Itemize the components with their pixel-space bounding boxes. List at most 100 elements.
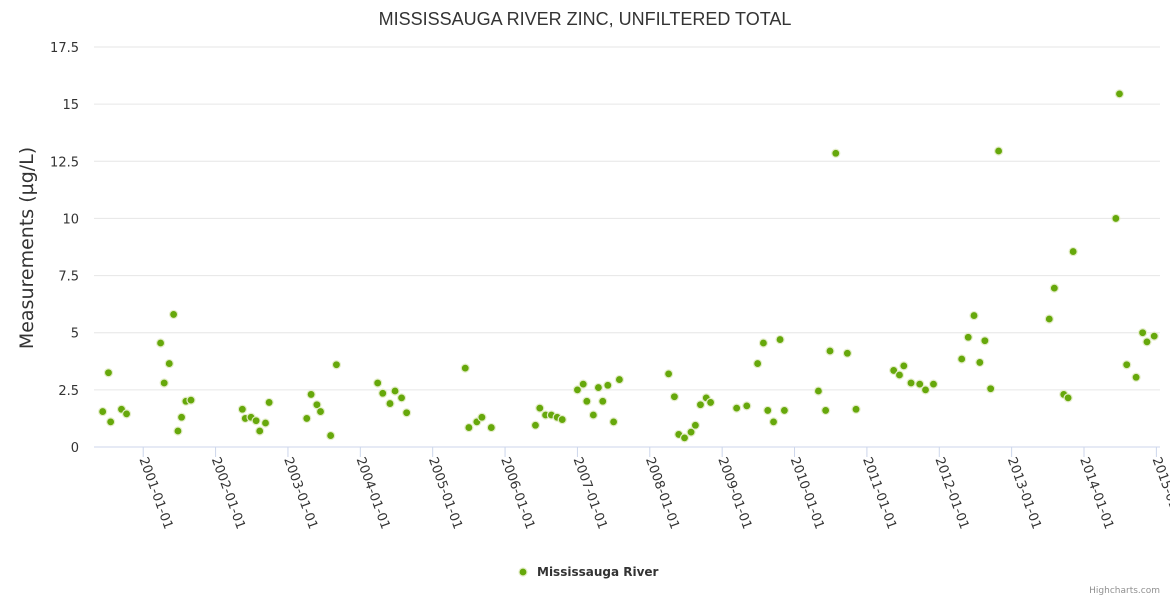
data-point[interactable] [255,426,265,436]
data-point[interactable] [486,422,496,433]
data-point[interactable] [986,384,996,394]
data-point[interactable] [402,408,412,418]
data-point[interactable] [915,379,925,389]
data-point[interactable] [825,346,835,356]
data-point[interactable] [753,358,763,369]
data-point[interactable] [251,416,261,426]
data-point[interactable] [768,417,779,427]
data-point[interactable] [779,405,790,416]
data-point[interactable] [159,378,169,388]
x-tick-label: 2012-01-01 [932,455,972,531]
data-point[interactable] [385,398,395,409]
data-point[interactable] [614,374,625,385]
data-point[interactable] [237,404,247,414]
data-point[interactable] [396,393,407,403]
data-point[interactable] [994,146,1004,156]
data-point[interactable] [155,338,166,348]
data-point[interactable] [1149,331,1159,341]
data-point[interactable] [686,427,696,437]
data-point[interactable] [1063,393,1073,403]
data-point[interactable] [578,379,588,389]
data-point[interactable] [530,420,541,430]
data-point[interactable] [975,357,985,368]
data-point[interactable] [1138,328,1148,338]
data-point[interactable] [557,414,567,425]
data-point[interactable] [695,400,706,410]
legend[interactable]: Mississauga River [518,565,659,579]
data-point[interactable] [315,406,326,417]
data-point[interactable] [899,361,909,371]
data-point[interactable] [390,386,400,396]
data-point[interactable] [312,400,322,410]
data-point[interactable] [664,369,674,379]
data-point[interactable] [588,410,598,420]
data-point[interactable] [1131,372,1141,382]
data-point[interactable] [260,418,271,428]
data-point[interactable] [609,417,619,427]
data-point[interactable] [763,405,773,416]
data-point[interactable] [821,405,831,416]
data-point[interactable] [176,412,187,422]
data-point[interactable] [464,422,474,433]
data-point[interactable] [106,417,116,427]
credits-link[interactable]: Highcharts.com [1089,586,1160,596]
data-point[interactable] [775,334,785,345]
data-point[interactable] [969,310,979,321]
data-point[interactable] [742,401,752,411]
data-point[interactable] [1049,283,1059,293]
data-point[interactable] [705,397,716,408]
data-point[interactable] [732,403,742,413]
data-point[interactable] [302,413,312,424]
data-point[interactable] [980,336,990,346]
data-point[interactable] [669,392,680,402]
data-point[interactable] [851,404,861,414]
data-point[interactable] [1114,89,1125,99]
data-point[interactable] [603,380,613,390]
data-point[interactable] [1068,246,1078,257]
data-point[interactable] [1142,337,1152,347]
data-point[interactable] [121,409,132,419]
data-point[interactable] [1111,213,1121,224]
data-point[interactable] [842,348,852,358]
data-point[interactable] [306,389,316,400]
series-mississauga-river[interactable] [98,89,1159,443]
data-point[interactable] [690,420,700,430]
y-axis-ticks: 0 2.5 5 7.5 10 12.5 15 17.5 [50,41,79,456]
data-point[interactable] [679,433,690,443]
data-point[interactable] [831,148,841,158]
legend-label[interactable]: Mississauga River [537,565,659,579]
data-point[interactable] [906,378,916,388]
data-point[interactable] [373,378,383,388]
gridlines [94,46,1160,448]
data-point[interactable] [572,385,583,395]
data-point[interactable] [598,396,608,406]
data-point[interactable] [103,368,114,378]
data-point[interactable] [957,354,967,364]
data-point[interactable] [98,406,108,417]
data-point[interactable] [164,358,174,369]
data-point[interactable] [535,403,545,413]
data-point[interactable] [173,426,183,436]
data-point[interactable] [758,338,769,348]
data-point[interactable] [920,385,931,395]
data-point[interactable] [378,388,388,398]
data-point[interactable] [894,370,905,380]
legend-marker-icon[interactable] [518,567,528,577]
data-point[interactable] [963,332,973,342]
data-point[interactable] [813,386,824,396]
data-point[interactable] [331,360,342,370]
data-point[interactable] [477,412,487,422]
data-point[interactable] [264,397,274,408]
data-point[interactable] [928,379,939,389]
data-point[interactable] [1122,360,1132,370]
data-point[interactable] [186,395,196,405]
x-tick-label: 2015-01-01 [1149,455,1170,531]
data-point[interactable] [460,363,470,373]
data-point[interactable] [582,396,592,406]
data-point[interactable] [169,309,179,320]
data-point[interactable] [1044,314,1054,324]
data-point[interactable] [593,382,604,393]
data-point[interactable] [326,430,336,441]
y-axis-label: Measurements (µg/L) [16,147,38,349]
